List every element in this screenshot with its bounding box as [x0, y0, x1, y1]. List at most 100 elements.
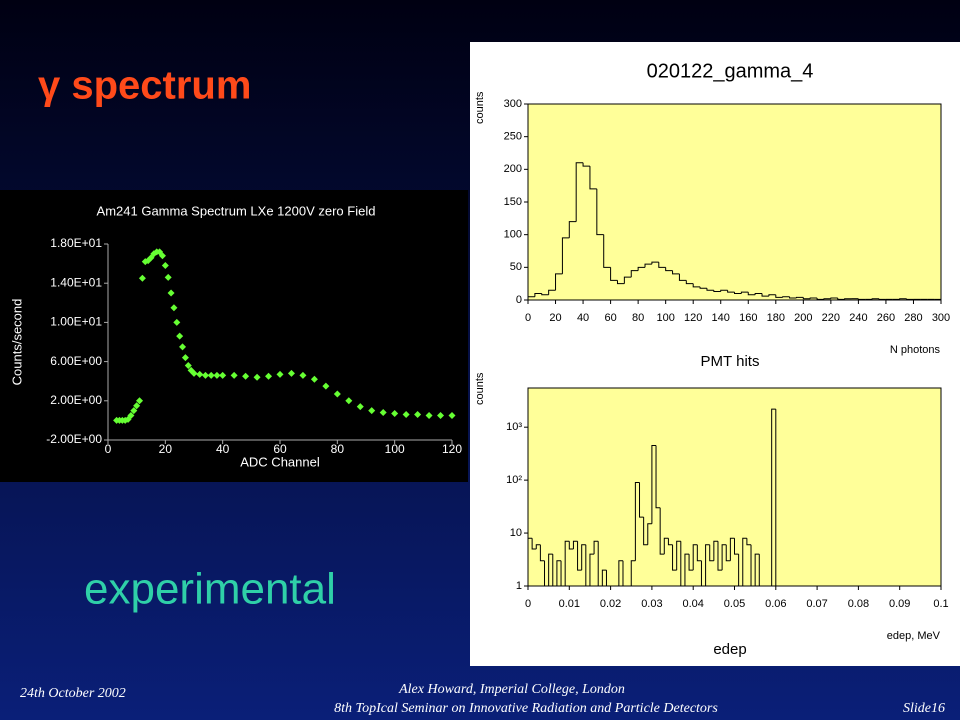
y-tick-label: 300 [504, 98, 522, 110]
bin [775, 409, 780, 587]
point [127, 412, 135, 419]
x-tick-label: 20 [159, 442, 173, 456]
x-tick-label: 0.04 [682, 598, 703, 610]
x-tick-label: 280 [904, 312, 922, 324]
point [322, 382, 330, 390]
bin [589, 553, 595, 586]
point [164, 273, 172, 281]
point [265, 372, 273, 380]
point [176, 332, 184, 340]
footer-author: Alex Howard, Imperial College, London [398, 682, 625, 697]
point [181, 354, 189, 362]
point [368, 407, 376, 415]
bin [651, 445, 657, 524]
point [201, 371, 209, 379]
x-tick-label: 0 [525, 598, 531, 610]
point [230, 371, 238, 379]
bin [663, 537, 669, 555]
footer-event: 8th TopIcal Seminar on Innovative Radiat… [334, 701, 718, 716]
x-axis-title: edep, MeV [887, 630, 941, 642]
bin [789, 296, 797, 299]
x-tick-label: 100 [656, 312, 674, 324]
bin [552, 554, 557, 587]
slide-label: experimental [84, 565, 336, 614]
bin [658, 262, 666, 268]
point [133, 402, 141, 410]
x-tick-label: 40 [216, 442, 230, 456]
x-tick-label: 0.05 [724, 598, 745, 610]
y-tick-label: 100 [504, 229, 522, 241]
x-axis-title: N photons [890, 344, 941, 356]
y-tick-label: 250 [504, 131, 522, 143]
bin [596, 188, 604, 236]
bin [696, 544, 702, 562]
bin [572, 540, 578, 549]
bin [830, 297, 838, 299]
bin [647, 523, 652, 545]
x-tick-label: 0.08 [848, 598, 869, 610]
bin [684, 553, 690, 586]
chart-title: Am241 Gamma Spectrum LXe 1200V zero Fiel… [97, 203, 376, 218]
y-tick-label: 10² [506, 474, 522, 486]
bin [541, 293, 549, 296]
scatter-panel [0, 190, 468, 482]
x-tick-label: 260 [877, 312, 895, 324]
bin [754, 292, 763, 295]
bin [539, 544, 545, 562]
x-tick-label: 220 [822, 312, 840, 324]
y-tick-label: 2.00E+00 [50, 393, 102, 407]
bin [618, 560, 623, 586]
x-tick-label: 240 [849, 312, 867, 324]
bin [934, 298, 942, 300]
y-tick-label: 6.00E+00 [50, 354, 102, 368]
point [130, 407, 138, 415]
bin [597, 541, 603, 587]
bin [548, 553, 553, 586]
x-tick-label: 40 [577, 312, 589, 324]
bin [795, 296, 804, 299]
bin [837, 298, 845, 300]
bin [680, 541, 685, 587]
point [414, 411, 422, 419]
bin [678, 273, 687, 281]
point [391, 410, 399, 418]
plot-area [527, 103, 942, 301]
y-tick-label: 200 [504, 163, 522, 175]
bin [705, 544, 710, 586]
bin [531, 538, 537, 550]
y-tick-label: 10 [510, 527, 522, 539]
bin [534, 292, 542, 297]
x-tick-label: 180 [767, 312, 785, 324]
point [333, 390, 341, 398]
point [196, 370, 204, 378]
point [136, 397, 144, 405]
bin [610, 267, 618, 281]
x-tick-label: 0.02 [600, 598, 621, 610]
bin [544, 560, 549, 587]
bin [706, 288, 714, 291]
y-axis-title: Counts/second [9, 299, 24, 386]
bin [758, 554, 764, 587]
bin [589, 166, 597, 190]
bin [556, 560, 562, 586]
bin [593, 540, 599, 555]
bin [713, 290, 721, 293]
y-tick-label: 1.00E+01 [50, 315, 102, 329]
x-tick-label: 60 [604, 312, 616, 324]
point [310, 375, 318, 383]
bin [802, 297, 811, 300]
point [287, 369, 295, 377]
point [170, 304, 178, 312]
point [158, 252, 166, 260]
x-tick-label: 0.06 [765, 598, 786, 610]
footer-date: 24th October 2002 [20, 686, 126, 701]
point [242, 372, 250, 380]
bin [727, 290, 735, 293]
bin [823, 298, 831, 300]
bin [644, 263, 652, 268]
bin [720, 289, 728, 292]
x-tick-label: 80 [632, 312, 644, 324]
y-tick-label: 0 [516, 294, 522, 306]
